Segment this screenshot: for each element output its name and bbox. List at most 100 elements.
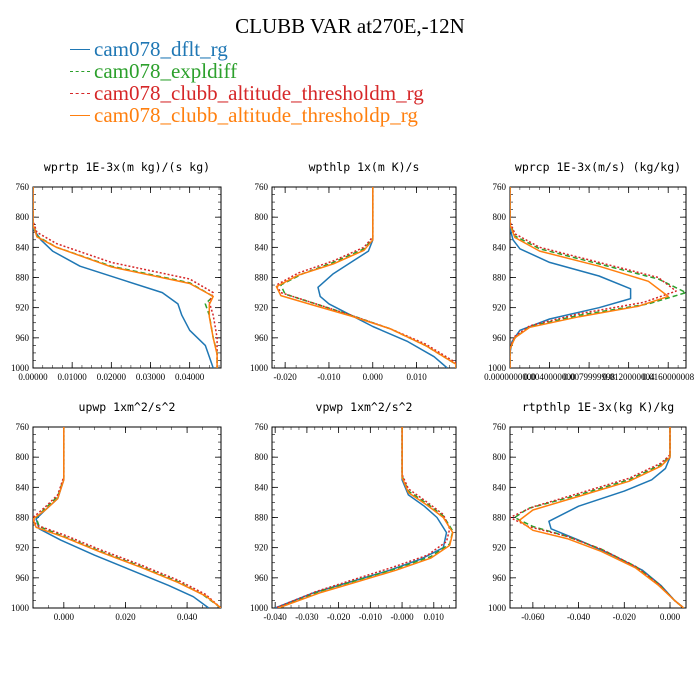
y-tick-label: 920 bbox=[16, 543, 30, 553]
y-tick-label: 760 bbox=[493, 182, 507, 192]
x-tick-label: 0.000 bbox=[54, 612, 75, 622]
panel-title: upwp 1xm^2/s^2 bbox=[79, 400, 176, 414]
plot-frame bbox=[32, 186, 222, 369]
y-tick-label: 840 bbox=[255, 482, 269, 492]
y-tick-label: 840 bbox=[16, 242, 30, 252]
x-tick-label: -0.010 bbox=[317, 372, 341, 382]
y-tick-label: 760 bbox=[16, 182, 30, 192]
plot-frame bbox=[271, 186, 457, 369]
y-tick-label: 960 bbox=[16, 573, 30, 583]
y-tick-label: 920 bbox=[16, 303, 30, 313]
figure-title: CLUBB VAR at270E,-12N bbox=[235, 14, 465, 38]
x-tick-label: -0.040 bbox=[264, 612, 288, 622]
x-tick-label: 0.0160000008 bbox=[642, 372, 694, 382]
series-line-3 bbox=[33, 187, 218, 368]
series-line-2 bbox=[280, 187, 456, 368]
series-line-1 bbox=[548, 427, 685, 608]
x-tick-label: -0.010 bbox=[359, 612, 383, 622]
series-line-4 bbox=[275, 187, 456, 368]
panel-title: rtpthlp 1E-3x(kg K)/kg bbox=[522, 400, 674, 414]
y-tick-label: 1000 bbox=[488, 603, 507, 613]
series-line-4 bbox=[278, 427, 454, 608]
series-line-3 bbox=[274, 427, 451, 608]
x-tick-label: -0.020 bbox=[274, 372, 298, 382]
series-line-1 bbox=[317, 187, 448, 368]
series-line-2 bbox=[510, 187, 686, 368]
legend-label-expldiff: cam078_expldiff bbox=[94, 59, 238, 83]
chart-panel-2: wpthlp 1x(m K)/s 760 800 840 880 920 960 1000 -0… bbox=[250, 160, 457, 382]
x-tick-label: 0.010 bbox=[424, 612, 445, 622]
legend-label-thresholdp: cam078_clubb_altitude_thresholdp_rg bbox=[94, 103, 418, 127]
y-tick-label: 920 bbox=[493, 543, 507, 553]
series-line-3 bbox=[275, 187, 456, 368]
y-tick-label: 920 bbox=[493, 303, 507, 313]
x-tick-label: 0.03000 bbox=[136, 372, 166, 382]
x-tick-label: 0.040 bbox=[177, 612, 198, 622]
legend-item-expldiff: cam078_expldiff bbox=[70, 60, 424, 82]
legend-item-thresholdp: cam078_clubb_altitude_thresholdp_rg bbox=[70, 104, 424, 126]
x-tick-label: 0.0120000004 bbox=[603, 372, 655, 382]
series-line-3 bbox=[510, 427, 685, 608]
x-tick-label: 0.00000 bbox=[18, 372, 48, 382]
chart-panel-5: vpwp 1xm^2/s^27608008408809209601000-0.0… bbox=[250, 400, 457, 622]
y-tick-label: 1000 bbox=[11, 363, 30, 373]
x-tick-label: -0.040 bbox=[567, 612, 591, 622]
x-tick-label: -0.000 bbox=[390, 612, 414, 622]
plot-frame bbox=[271, 426, 457, 609]
legend-swatch-expldiff bbox=[70, 70, 90, 72]
x-tick-label: -0.060 bbox=[521, 612, 545, 622]
y-tick-label: 960 bbox=[255, 333, 269, 343]
y-tick-label: 840 bbox=[493, 482, 507, 492]
y-tick-label: 1000 bbox=[11, 603, 30, 613]
y-tick-label: 760 bbox=[16, 422, 30, 432]
x-tick-label: 0.0040000000 bbox=[524, 372, 576, 382]
y-tick-label: 880 bbox=[16, 273, 30, 283]
y-tick-label: 800 bbox=[16, 452, 30, 462]
y-tick-label: 800 bbox=[255, 452, 269, 462]
x-tick-label: -0.020 bbox=[327, 612, 351, 622]
series-line-1 bbox=[510, 187, 632, 368]
y-tick-label: 920 bbox=[255, 543, 269, 553]
x-tick-label: -0.030 bbox=[295, 612, 319, 622]
chart-panel-6: rtpthlp 1E-3x(kg K)/kg 760 800 840 880 920 960… bbox=[488, 400, 687, 622]
y-tick-label: 960 bbox=[493, 333, 507, 343]
y-tick-label: 880 bbox=[16, 513, 30, 523]
y-tick-label: 800 bbox=[255, 212, 269, 222]
y-tick-label: 880 bbox=[493, 513, 507, 523]
legend-swatch-thresholdm bbox=[70, 92, 90, 94]
y-tick-label: 840 bbox=[16, 482, 30, 492]
legend-label-thresholdm: cam078_clubb_altitude_thresholdm_rg bbox=[94, 81, 424, 105]
x-tick-label: 0.01000 bbox=[58, 372, 88, 382]
series-line-4 bbox=[33, 427, 221, 608]
plot-frame bbox=[32, 426, 222, 609]
y-tick-label: 1000 bbox=[250, 363, 269, 373]
chart-panel-4: upwp 1xm^2/s^2 760 800 840 880 920 960 1000 0.00… bbox=[11, 400, 222, 622]
x-tick-label: 0.000 bbox=[660, 612, 681, 622]
legend-swatch-thresholdp bbox=[70, 114, 90, 116]
y-tick-label: 1000 bbox=[250, 603, 269, 613]
chart-panel-3: wprcp 1E-3x(m/s) (kg/kg) 760 800 840 880 920 9… bbox=[484, 160, 694, 382]
y-tick-label: 840 bbox=[493, 242, 507, 252]
y-tick-label: 920 bbox=[255, 303, 269, 313]
chart-panel-1: wprtp 1E-3x(m kg)/(s kg) 760 800 840 880 920 9… bbox=[11, 160, 222, 382]
y-tick-label: 800 bbox=[493, 452, 507, 462]
panel-title: wpthlp 1x(m K)/s bbox=[309, 160, 420, 174]
series-line-3 bbox=[33, 427, 221, 608]
y-tick-label: 960 bbox=[493, 573, 507, 583]
y-tick-label: 800 bbox=[16, 212, 30, 222]
series-line-2 bbox=[278, 427, 454, 608]
legend-item-dflt: cam078_dflt_rg bbox=[70, 38, 424, 60]
y-tick-label: 880 bbox=[255, 273, 269, 283]
series-line-4 bbox=[33, 187, 218, 368]
series-line-1 bbox=[35, 427, 210, 608]
panel-title: wprcp 1E-3x(m/s) (kg/kg) bbox=[515, 160, 681, 174]
series-line-1 bbox=[33, 187, 214, 368]
legend: cam078_dflt_rg cam078_expldiff cam078_cl… bbox=[70, 38, 424, 126]
x-tick-label: 0.04000 bbox=[175, 372, 205, 382]
panel-title: vpwp 1xm^2/s^2 bbox=[316, 400, 413, 414]
series-line-2 bbox=[33, 187, 218, 368]
y-tick-label: 880 bbox=[493, 273, 507, 283]
x-tick-label: 0.02000 bbox=[97, 372, 127, 382]
y-tick-label: 760 bbox=[255, 182, 269, 192]
x-tick-label: 0.020 bbox=[115, 612, 136, 622]
